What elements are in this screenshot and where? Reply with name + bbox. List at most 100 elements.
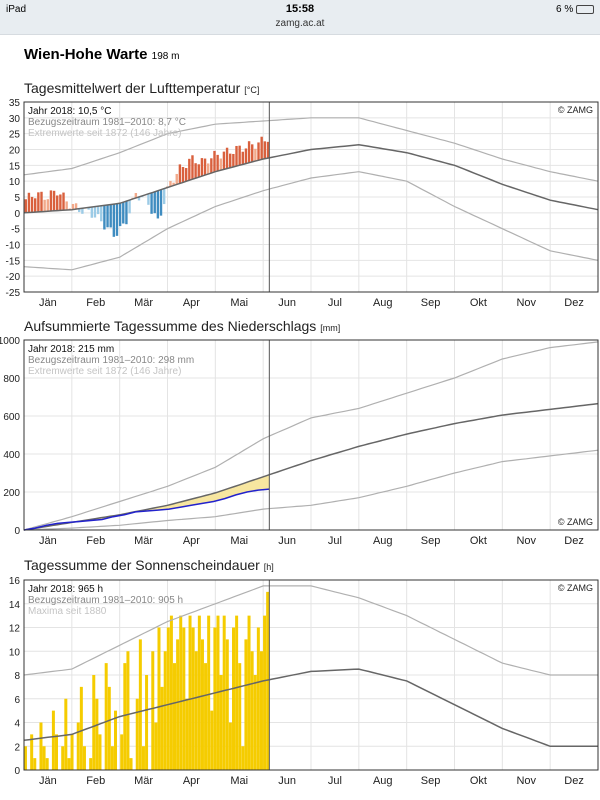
title-text: Aufsummierte Tagessumme des Niederschlag… xyxy=(24,318,317,334)
month-label: Sep xyxy=(421,297,441,309)
sunshine-bar xyxy=(141,746,145,770)
month-label: Sep xyxy=(421,775,441,787)
sunshine-bar xyxy=(210,710,214,770)
sunshine-bar xyxy=(138,639,142,770)
normal-line xyxy=(23,668,598,748)
month-label: Jun xyxy=(278,775,296,787)
temp-anomaly-bar-warm xyxy=(188,158,191,181)
sunshine-bar xyxy=(42,746,46,770)
normal-line xyxy=(23,402,599,531)
temp-anomaly-bar-warm xyxy=(169,180,172,187)
temp-anomaly-bar-warm xyxy=(43,199,46,212)
temp-anomaly-bar-warm xyxy=(172,182,175,186)
sunshine-bar xyxy=(123,663,127,770)
sunshine-bar xyxy=(197,615,201,770)
month-label: Dez xyxy=(564,775,584,787)
temp-anomaly-bar-warm xyxy=(175,173,178,185)
y-tick-label: -15 xyxy=(6,256,21,267)
device-label: iPad xyxy=(6,4,27,15)
sunshine-bar xyxy=(266,591,270,770)
y-tick-label: 600 xyxy=(3,412,20,423)
temp-anomaly-bar-warm xyxy=(65,201,68,211)
temp-anomaly-bar-warm xyxy=(197,164,200,178)
sunshine-bar xyxy=(244,639,248,770)
y-tick-label: -10 xyxy=(6,241,21,252)
temp-anomaly-bar-cold xyxy=(78,208,81,213)
sunshine-bar xyxy=(169,615,173,770)
zamg-credit: © ZAMG xyxy=(558,105,593,115)
temp-anomaly-bar-warm xyxy=(203,158,207,176)
month-label: Aug xyxy=(373,775,393,787)
sunshine-bar xyxy=(188,615,192,770)
sunshine-bar xyxy=(30,734,34,770)
sunshine-bar xyxy=(51,710,55,770)
station-elevation: 198 m xyxy=(151,51,180,62)
sunshine-bar xyxy=(23,746,27,770)
temp-anomaly-bar-warm xyxy=(257,142,260,161)
month-label: Jän xyxy=(39,535,57,547)
sunshine-bar xyxy=(151,651,155,770)
temp-anomaly-bar-cold xyxy=(103,205,106,230)
station-name: Wien-Hohe Warte xyxy=(24,46,148,63)
month-label: Aug xyxy=(373,297,393,309)
temp-anomaly-bar-cold xyxy=(87,207,90,210)
y-tick-label: 1000 xyxy=(0,336,20,347)
month-label: Apr xyxy=(183,535,200,547)
temp-anomaly-bar-cold xyxy=(147,193,150,205)
y-tick-label: 16 xyxy=(9,576,21,587)
sunshine-bar xyxy=(173,663,177,770)
sunshine-bar xyxy=(200,639,204,770)
temp-anomaly-bar-warm xyxy=(71,203,75,210)
month-label: Jän xyxy=(39,297,57,309)
unit-text: [h] xyxy=(263,562,274,572)
sunshine-bar xyxy=(89,758,93,770)
plot-frame xyxy=(23,579,599,771)
temp-anomaly-bar-cold xyxy=(100,205,103,222)
temp-anomaly-bar-warm xyxy=(24,199,27,213)
sunshine-bar xyxy=(235,615,239,770)
y-tick-label: -25 xyxy=(6,288,21,299)
month-label: Feb xyxy=(86,775,105,787)
zamg-credit: © ZAMG xyxy=(558,583,593,593)
temp-anomaly-bar-cold xyxy=(122,202,125,224)
sunshine-bar xyxy=(67,758,71,770)
temp-anomaly-bar-warm xyxy=(200,158,204,177)
legend-entry: Bezugszeitraum 1981–2010: 905 h xyxy=(28,595,183,606)
temp-anomaly-bar-cold xyxy=(156,190,160,219)
sunshine-bar xyxy=(160,686,164,770)
temp-anomaly-bar-warm xyxy=(184,168,188,182)
sunshine-bar xyxy=(39,722,43,770)
sunshine-bar xyxy=(70,734,74,770)
sunshine-bar xyxy=(232,627,236,770)
sunshine-bar xyxy=(154,722,158,770)
temp-anomaly-bar-warm xyxy=(59,194,62,211)
y-tick-label: 20 xyxy=(9,146,21,157)
month-label: Nov xyxy=(516,775,536,787)
sunshine-bar xyxy=(114,710,118,770)
month-label: Okt xyxy=(470,775,487,787)
temp-anomaly-bar-warm xyxy=(266,141,270,159)
y-tick-label: 4 xyxy=(14,719,20,730)
temp-anomaly-bar-cold xyxy=(81,208,84,214)
sunshine-bar xyxy=(228,722,232,770)
y-tick-label: 30 xyxy=(9,114,21,125)
temp-anomaly-bar-warm xyxy=(219,158,222,171)
sunshine-bar xyxy=(163,651,167,770)
extreme-max-line xyxy=(23,117,599,182)
sunshine-bar xyxy=(166,627,170,770)
sunshine-bar xyxy=(219,675,223,770)
temp-anomaly-bar-cold xyxy=(106,204,109,228)
month-label: Mai xyxy=(230,297,248,309)
extreme-min-line xyxy=(23,449,599,531)
sunshine-bar xyxy=(126,651,130,770)
sunshine-bar xyxy=(104,663,108,770)
unit-text: [°C] xyxy=(244,85,260,95)
sunshine-bar xyxy=(145,675,149,770)
temp-anomaly-bar-cold xyxy=(125,201,128,225)
temp-anomaly-bar-cold xyxy=(118,203,122,227)
sunshine-bar xyxy=(76,722,80,770)
sunshine-bar xyxy=(157,627,161,770)
sunshine-bar xyxy=(95,698,99,770)
url-bar[interactable]: zamg.ac.at xyxy=(275,18,325,29)
